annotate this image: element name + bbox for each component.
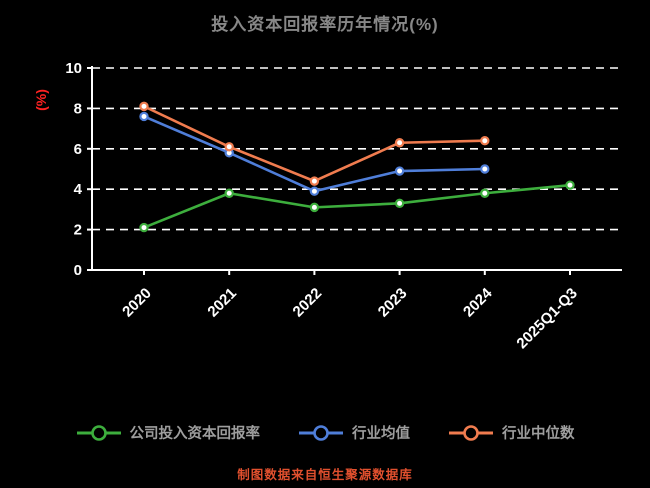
data-point	[480, 188, 490, 198]
legend-item-1: 行业均值	[298, 422, 410, 443]
legend-marker-icon	[299, 424, 343, 441]
y-tick-label: 6	[74, 141, 82, 158]
data-point	[309, 202, 320, 213]
data-point	[309, 176, 320, 186]
data-point	[394, 166, 405, 176]
line-chart: 0 2 4 6 8 10 2020 2021 2022 2023 2024 2025Q1-Q3	[65, 60, 622, 352]
data-point	[480, 164, 490, 174]
legend-marker-icon	[449, 424, 493, 441]
data-point	[480, 136, 490, 146]
legend: 公司投入资本回报率 行业均值 行业中位数	[0, 422, 650, 443]
series-line	[142, 183, 572, 229]
x-tick-label: 2024	[460, 284, 496, 320]
y-tick-label: 2	[74, 222, 82, 239]
legend-marker-icon	[76, 424, 121, 441]
data-point	[394, 198, 405, 209]
data-point	[309, 186, 320, 196]
x-tick-label: 2021	[204, 285, 240, 321]
chart-title: 投入资本回报率历年情况(%)	[211, 15, 439, 34]
y-tick-label: 4	[74, 181, 83, 198]
footer-note: 制图数据来自恒生聚源数据库	[237, 468, 413, 482]
legend-label: 行业中位数	[502, 426, 575, 442]
data-point	[565, 180, 575, 190]
data-point	[139, 101, 149, 112]
y-tick-label: 0	[74, 262, 82, 279]
legend-item-2: 行业中位数	[448, 422, 575, 443]
legend-item-0: 公司投入资本回报率	[76, 422, 261, 443]
data-point	[139, 222, 149, 233]
legend-label: 公司投入资本回报率	[129, 426, 261, 442]
data-point	[139, 111, 149, 122]
y-tick-label: 10	[65, 60, 82, 77]
x-tick-label: 2023	[375, 285, 411, 321]
x-tick-label: 2025Q1-Q3	[513, 285, 580, 352]
data-point	[224, 188, 234, 198]
y-tick-label: 8	[74, 100, 82, 117]
legend-label: 行业均值	[352, 426, 410, 442]
x-tick-label: 2022	[290, 285, 326, 321]
x-tick-label: 2020	[119, 285, 155, 321]
data-point	[224, 142, 234, 152]
data-point	[394, 138, 405, 148]
